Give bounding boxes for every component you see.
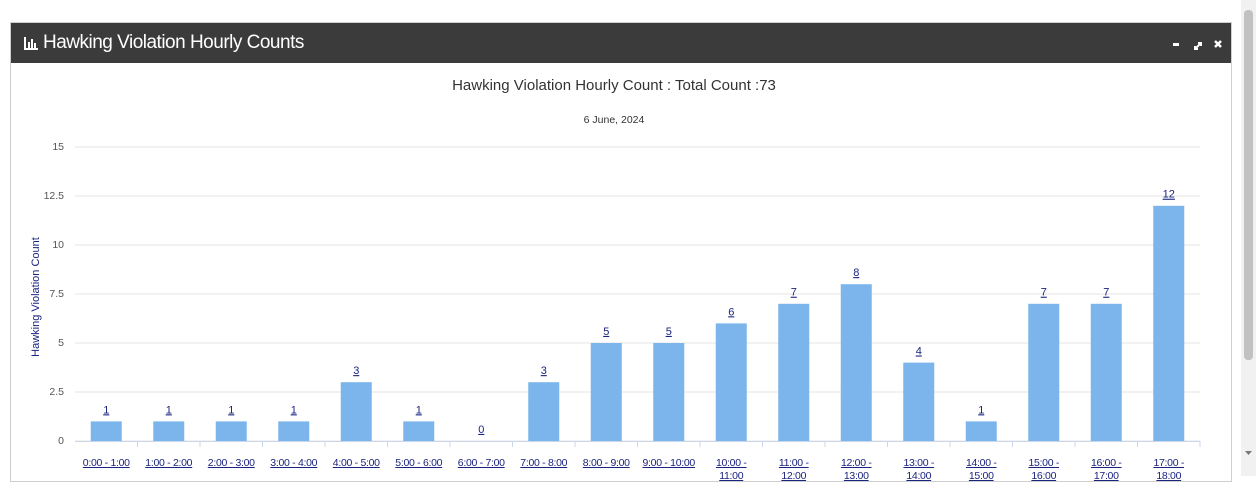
- y-tick-label: 2.5: [49, 386, 64, 398]
- bar: [715, 323, 747, 441]
- data-label: 6: [728, 306, 734, 318]
- data-label: 1: [228, 404, 234, 416]
- x-tick-label[interactable]: 8:00 - 9:00: [582, 457, 630, 469]
- x-tick-label[interactable]: 16:00 - 17:00: [1090, 457, 1122, 482]
- bar: [528, 382, 560, 441]
- y-tick-label: 0: [58, 435, 64, 447]
- data-label: 1: [978, 404, 984, 416]
- bar: [840, 284, 872, 441]
- minimize[interactable]: [1173, 43, 1179, 46]
- scroll-down[interactable]: [1241, 448, 1256, 458]
- y-axis-label: Hawking Violation Count: [30, 237, 42, 357]
- bar: [215, 421, 247, 441]
- panel-title: Hawking Violation Hourly Counts: [43, 32, 304, 53]
- bar: [340, 382, 372, 441]
- bar: [965, 421, 997, 441]
- x-tick-label[interactable]: 2:00 - 3:00: [207, 457, 255, 469]
- data-label: 1: [416, 404, 422, 416]
- x-tick-label[interactable]: 9:00 - 10:00: [642, 457, 696, 469]
- bar: [1153, 205, 1185, 441]
- data-label: 12: [1163, 189, 1175, 201]
- chart-subtitle: 6 June, 2024: [584, 114, 645, 126]
- x-tick-label[interactable]: 13:00 - 14:00: [903, 457, 935, 482]
- data-label: 7: [1103, 287, 1109, 299]
- y-tick-label: 12.5: [44, 190, 65, 202]
- y-tick-label: 15: [52, 141, 64, 153]
- bar: [778, 303, 810, 441]
- data-label: 3: [541, 365, 547, 377]
- panel-header: Hawking Violation Hourly Counts: [11, 23, 1231, 63]
- x-tick-label[interactable]: 10:00 - 11:00: [715, 457, 747, 482]
- x-tick-label[interactable]: 3:00 - 4:00: [270, 457, 318, 469]
- maximize[interactable]: [1194, 42, 1202, 50]
- data-label: 1: [291, 404, 297, 416]
- chart: Hawking Violation Hourly Count : Total C…: [30, 77, 1201, 447]
- data-label: 1: [103, 404, 109, 416]
- chart-title: Hawking Violation Hourly Count : Total C…: [452, 77, 776, 94]
- y-tick-label: 10: [52, 239, 64, 251]
- data-label: 0: [478, 424, 484, 436]
- data-label: 3: [353, 365, 359, 377]
- data-label: 4: [916, 346, 922, 358]
- x-tick-label[interactable]: 7:00 - 8:00: [520, 457, 568, 469]
- bar: [1028, 303, 1060, 441]
- data-label: 5: [603, 326, 609, 338]
- close[interactable]: [1214, 40, 1222, 48]
- data-label: 5: [666, 326, 672, 338]
- x-tick-label[interactable]: 15:00 - 16:00: [1028, 457, 1060, 482]
- data-label: 7: [1041, 287, 1047, 299]
- data-label: 8: [853, 267, 859, 279]
- bar: [1090, 303, 1122, 441]
- bar: [278, 421, 310, 441]
- x-tick-label[interactable]: 5:00 - 6:00: [395, 457, 443, 469]
- y-tick-label: 5: [58, 337, 64, 349]
- data-label: 7: [791, 287, 797, 299]
- data-label: 1: [166, 404, 172, 416]
- x-tick-label[interactable]: 14:00 - 15:00: [965, 457, 997, 482]
- x-tick-label[interactable]: 4:00 - 5:00: [332, 457, 380, 469]
- scroll-thumb[interactable]: [1244, 10, 1253, 360]
- bar: [153, 421, 185, 441]
- x-tick-label[interactable]: 0:00 - 1:00: [82, 457, 130, 469]
- x-tick-label[interactable]: 6:00 - 7:00: [457, 457, 505, 469]
- scrollbar[interactable]: [1241, 0, 1256, 476]
- bar: [653, 343, 685, 441]
- bar: [590, 343, 622, 441]
- x-tick-label[interactable]: 11:00 - 12:00: [778, 457, 809, 482]
- chart-icon: [24, 37, 38, 50]
- bar: [90, 421, 122, 441]
- x-tick-label[interactable]: 1:00 - 2:00: [145, 457, 193, 469]
- bar: [403, 421, 435, 441]
- window-controls[interactable]: [1169, 35, 1229, 55]
- panel: Hawking Violation Hourly Counts: [10, 22, 1232, 482]
- bar: [903, 362, 935, 441]
- x-tick-label[interactable]: 17:00 - 18:00: [1153, 457, 1185, 482]
- y-tick-label: 7.5: [49, 288, 64, 300]
- x-tick-label[interactable]: 12:00 - 13:00: [840, 457, 872, 482]
